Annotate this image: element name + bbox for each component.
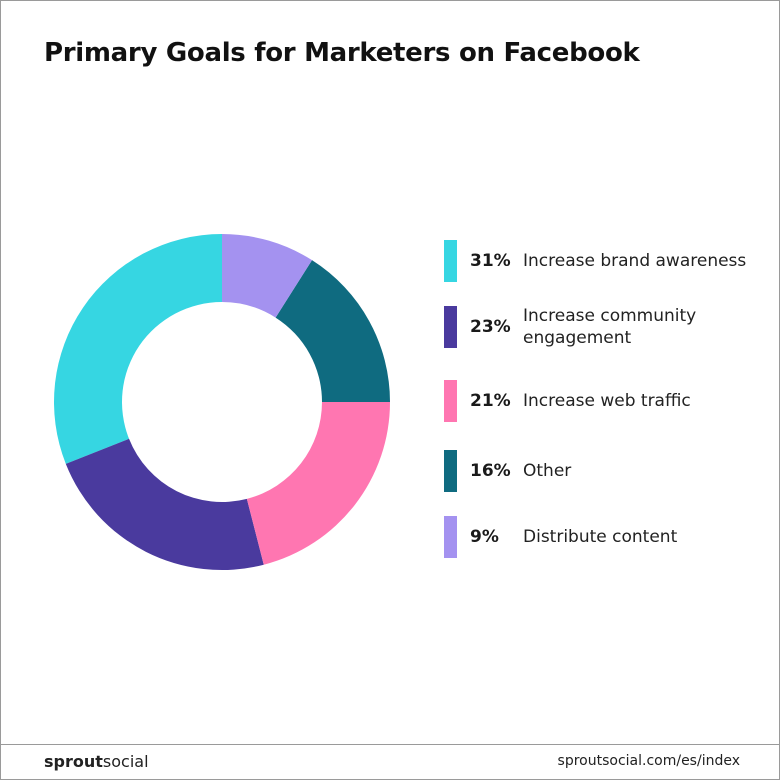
value-label: 16% [470, 461, 511, 481]
legend-swatch [444, 450, 457, 492]
brand: sproutsocial [44, 752, 149, 771]
brand-light: social [102, 752, 149, 771]
legend-label: Increase brand awareness [523, 251, 747, 271]
donut-slice [54, 234, 222, 464]
chart-title: Primary Goals for Marketers on Facebook [44, 38, 640, 68]
legend-swatch [444, 380, 457, 422]
legend-label: Increase web traffic [523, 391, 691, 411]
footer-url: sproutsocial.com/es/index [557, 753, 740, 769]
brand-bold: sprout [44, 752, 103, 771]
legend-swatch [444, 306, 457, 348]
donut-slice [275, 260, 390, 402]
legend-swatch [444, 516, 457, 558]
legend-swatch [444, 240, 457, 282]
value-label: 23% [470, 317, 511, 337]
donut-slice [246, 402, 390, 565]
legend-label: Other [523, 461, 572, 481]
value-label: 31% [470, 251, 511, 271]
donut-chart [54, 234, 390, 571]
donut-slice [222, 234, 313, 318]
legend-label: Increase community engagement [523, 306, 697, 348]
footer-rule [1, 744, 779, 745]
value-label: 9% [470, 527, 499, 547]
donut-slice [65, 438, 264, 571]
legend-label: Distribute content [523, 527, 678, 547]
value-label: 21% [470, 391, 511, 411]
